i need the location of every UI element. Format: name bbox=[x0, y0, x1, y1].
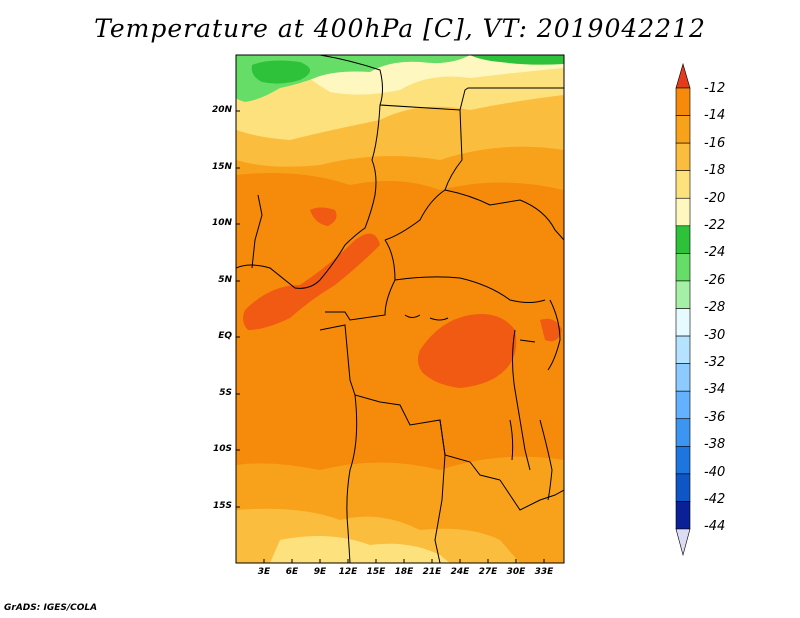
colorbar-label-m16: -16 bbox=[704, 136, 726, 151]
x-label-3e: 3E bbox=[257, 567, 271, 577]
colorbar-swatch bbox=[675, 501, 691, 530]
coastline-west bbox=[236, 55, 383, 289]
border-nigeria bbox=[251, 194, 263, 269]
border-tanzania bbox=[499, 479, 564, 511]
colorbar-label-m28: -28 bbox=[704, 300, 726, 315]
x-label-15e: 15E bbox=[366, 567, 386, 577]
y-label-15s: 15S bbox=[212, 501, 232, 511]
x-label-27e: 27E bbox=[478, 567, 498, 577]
field-cold-green-ne bbox=[470, 55, 564, 65]
colorbar-label-m42: -42 bbox=[704, 492, 726, 507]
field-hot-east bbox=[540, 318, 562, 342]
colorbar-label-m32: -32 bbox=[704, 355, 726, 370]
border-drc-north bbox=[394, 276, 546, 303]
border-angola bbox=[346, 394, 358, 563]
y-label-5n: 5N bbox=[218, 275, 232, 285]
colorbar-swatch bbox=[675, 280, 691, 309]
x-label-30e: 30E bbox=[506, 567, 526, 577]
temperature-field bbox=[236, 55, 564, 563]
colorbar-label-m36: -36 bbox=[704, 410, 726, 425]
field-hot-small bbox=[310, 207, 337, 226]
colorbar-swatch bbox=[675, 446, 691, 475]
y-label-5s: 5S bbox=[219, 388, 232, 398]
y-label-eq: EQ bbox=[218, 331, 232, 341]
map-title: Temperature at 400hPa [C], VT: 201904221… bbox=[94, 14, 706, 43]
colorbar-swatch bbox=[675, 363, 691, 392]
x-label-6e: 6E bbox=[285, 567, 299, 577]
colorbar-label-m12: -12 bbox=[704, 81, 726, 96]
colorbar-label-m30: -30 bbox=[704, 328, 726, 343]
colorbar-swatch bbox=[675, 418, 691, 447]
colorbar-swatch bbox=[675, 142, 691, 171]
colorbar-label-m22: -22 bbox=[704, 218, 726, 233]
colorbar-swatch bbox=[675, 390, 691, 420]
border-kenya bbox=[547, 299, 561, 371]
field-south-lightest bbox=[270, 536, 450, 563]
border-north bbox=[379, 87, 564, 111]
colorbar-label-m14: -14 bbox=[704, 108, 726, 123]
border-malawi bbox=[539, 419, 553, 501]
colorbar-swatch bbox=[675, 225, 691, 254]
colorbar-label-m38: -38 bbox=[704, 437, 726, 452]
y-label-15n: 15N bbox=[211, 162, 232, 172]
colorbar-swatch bbox=[675, 87, 691, 116]
colorbar-swatch bbox=[675, 170, 691, 199]
x-label-33e: 33E bbox=[534, 567, 554, 577]
axis-ticks bbox=[236, 110, 545, 563]
x-label-18e: 18E bbox=[394, 567, 414, 577]
colorbar-label-m40: -40 bbox=[704, 465, 726, 480]
x-label-24e: 24E bbox=[450, 567, 470, 577]
colorbar-label-m18: -18 bbox=[704, 163, 726, 178]
colorbar-tip-top bbox=[675, 62, 691, 89]
y-label-20n: 20N bbox=[211, 105, 232, 115]
x-label-12e: 12E bbox=[338, 567, 358, 577]
plot-frame bbox=[235, 54, 565, 564]
colorbar-swatch bbox=[675, 473, 691, 502]
colorbar-label-m26: -26 bbox=[704, 273, 726, 288]
y-label-10n: 10N bbox=[211, 218, 232, 228]
colorbar-label-m44: -44 bbox=[704, 519, 726, 534]
x-label-9e: 9E bbox=[313, 567, 327, 577]
colorbar-swatch bbox=[675, 115, 691, 144]
colorbar-swatch bbox=[675, 308, 691, 337]
border-chad-east bbox=[384, 109, 463, 241]
colorbar-swatch bbox=[675, 335, 691, 364]
colorbar-label-m20: -20 bbox=[704, 191, 726, 206]
field-cold-green-dark bbox=[251, 60, 310, 84]
border-lakes bbox=[512, 329, 531, 471]
border-zambia bbox=[434, 419, 446, 563]
field-hot-central bbox=[417, 314, 517, 388]
border-sudan bbox=[444, 189, 564, 241]
border-drc-south bbox=[319, 324, 501, 481]
colorbar bbox=[675, 62, 691, 557]
x-label-21e: 21E bbox=[422, 567, 442, 577]
colorbar-label-m34: -34 bbox=[704, 382, 726, 397]
field-central-band bbox=[236, 172, 564, 471]
colorbar-swatch bbox=[675, 197, 691, 227]
y-label-10s: 10S bbox=[212, 444, 232, 454]
border-car bbox=[325, 239, 396, 321]
boundaries bbox=[236, 55, 564, 563]
grads-credit: GrADS: IGES/COLA bbox=[4, 603, 98, 613]
lake-outlines bbox=[404, 314, 536, 461]
colorbar-tip-bottom bbox=[675, 528, 691, 557]
field-hot-west bbox=[243, 233, 380, 330]
colorbar-label-m24: -24 bbox=[704, 245, 726, 260]
colorbar-swatch bbox=[675, 253, 691, 282]
